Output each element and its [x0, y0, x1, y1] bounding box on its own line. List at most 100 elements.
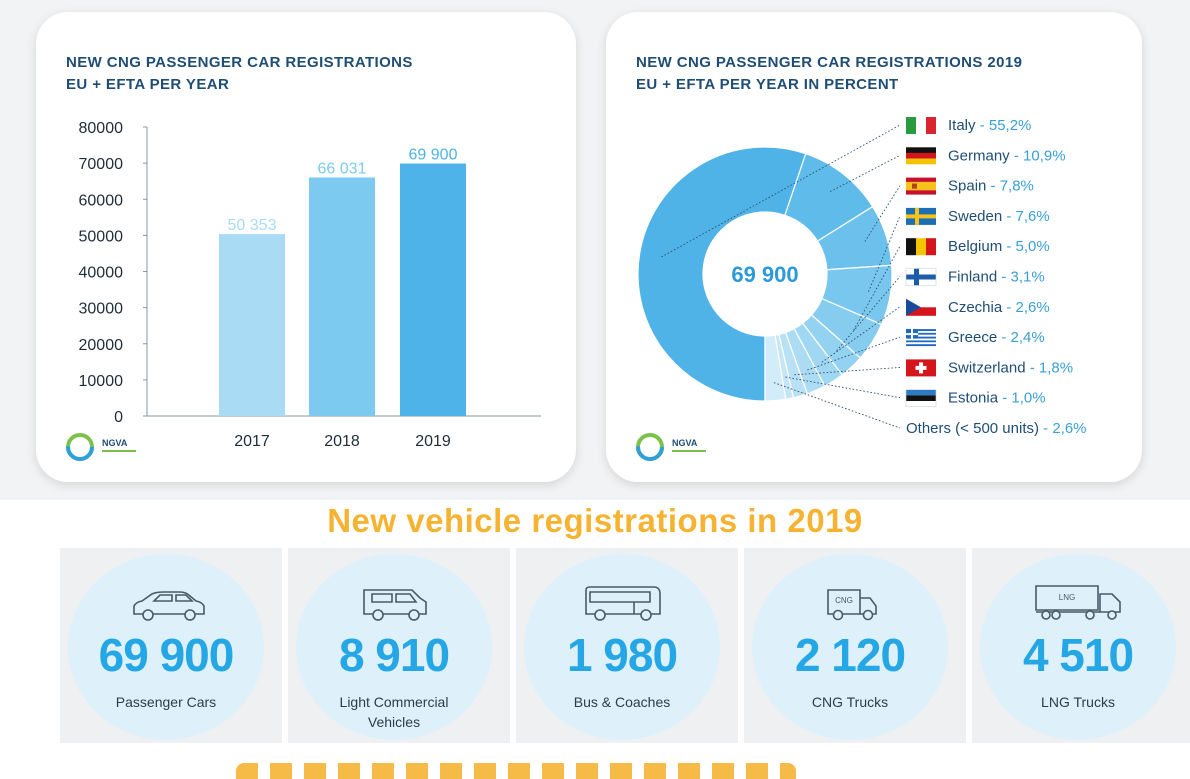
y-tick-label: 10000 [79, 373, 124, 390]
bar-value-label: 50 353 [228, 217, 277, 234]
legend-percent: - 2,4% [997, 329, 1045, 346]
y-tick-label: 40000 [79, 265, 124, 282]
bar-value-label: 69 900 [409, 146, 458, 163]
leader-line [853, 245, 901, 331]
czechia-flag [906, 298, 936, 316]
legend-percent: - 7,6% [1002, 208, 1050, 225]
tile-number: 4 510 [1022, 629, 1134, 681]
section-headline: New vehicle registrations in 2019 [327, 502, 863, 539]
tile-number: 1 980 [566, 629, 678, 681]
cng-truck-icon: CNG [827, 589, 877, 621]
legend-entry: Finland - 3,1% [948, 269, 1045, 286]
donut-chart-title-line2: EU + EFTA PER YEAR IN PERCENT [636, 76, 899, 93]
bar-value-label: 66 031 [318, 160, 367, 177]
legend-percent: - 10,9% [1010, 147, 1066, 164]
leader-line [785, 376, 901, 399]
legend-country: Estonia [948, 390, 999, 407]
ngva-logo-right: NGVA [636, 433, 706, 461]
tile-label: Light Commercial Vehicles [339, 694, 449, 730]
bar-chart-title: NEW CNG PASSENGER CAR REGISTRATIONS EU +… [66, 52, 413, 96]
donut-chart-title-line1: NEW CNG PASSENGER CAR REGISTRATIONS 2019 [636, 54, 1023, 71]
tile-disc: 69 900 Passenger Cars [68, 554, 264, 740]
legend-entry: Others (< 500 units) - 2,6% [906, 420, 1087, 437]
legend-country: Finland [948, 269, 997, 286]
finland-flag [905, 268, 937, 286]
legend-percent: - 1,0% [998, 390, 1046, 407]
legend-percent: - 1,8% [1026, 359, 1074, 376]
legend-entry: Belgium - 5,0% [948, 238, 1050, 255]
legend-percent: - 2,6% [1039, 420, 1087, 437]
leader-line [773, 382, 901, 429]
bar-chart: 0 10000 20000 30000 40000 50000 60000 70000 8000… [79, 120, 541, 450]
tile-label: Passenger Cars [115, 694, 217, 710]
tile-disc: 8 910 Light Commercial Vehicles [296, 554, 492, 740]
switzerland-flag [906, 359, 936, 377]
vehicle-tiles: 69 900 Passenger Cars 8 910 Light Commer… [0, 548, 1190, 743]
bar-chart-title-line1: NEW CNG PASSENGER CAR REGISTRATIONS [66, 54, 413, 71]
y-tick-label: 60000 [79, 192, 124, 209]
legend-entry: Greece - 2,4% [948, 329, 1045, 346]
legend-country: Italy [948, 117, 976, 134]
donut-chart-card: NEW CNG PASSENGER CAR REGISTRATIONS 2019… [606, 12, 1142, 482]
y-tick-label: 0 [114, 409, 123, 426]
legend-entry: Czechia - 2,6% [948, 299, 1050, 316]
legend-country: Greece [948, 329, 997, 346]
bar-2018 [309, 177, 375, 416]
x-tick-label: 2018 [324, 433, 360, 450]
legend-country: Germany [948, 147, 1010, 164]
tile-label: CNG Trucks [811, 694, 889, 710]
y-tick-label: 30000 [79, 301, 124, 318]
leader-line [821, 306, 901, 363]
lng-truck-icon: LNG [1035, 585, 1121, 620]
legend-percent: - 5,0% [1002, 238, 1050, 255]
y-tick-label: 20000 [79, 337, 124, 354]
germany-flag [906, 147, 936, 165]
y-tick-label: 80000 [79, 120, 124, 137]
x-tick-label: 2019 [415, 433, 451, 450]
tile-number: 2 120 [794, 629, 906, 681]
spain-flag [906, 177, 936, 195]
donut-center-label: 69 900 [731, 262, 798, 287]
legend-percent: - 2,6% [1002, 299, 1050, 316]
legend-entry: Germany - 10,9% [948, 147, 1066, 164]
tile-disc: LNG 4 510 LNG Trucks [980, 554, 1176, 740]
legend-entry: Switzerland - 1,8% [948, 359, 1073, 376]
legend-country: Others (< 500 units) [906, 420, 1039, 437]
bar-2017 [219, 234, 285, 416]
legend-entry: Italy - 55,2% [948, 117, 1031, 134]
y-tick-label: 50000 [79, 228, 124, 245]
leader-line [868, 215, 901, 292]
tile-disc: CNG 2 120 CNG Trucks [752, 554, 948, 740]
legend-country: Belgium [948, 238, 1002, 255]
legend-percent: - 3,1% [997, 269, 1045, 286]
legend-entry: Spain - 7,8% [948, 178, 1034, 195]
leader-line [661, 124, 901, 258]
legend-percent: - 55,2% [976, 117, 1032, 134]
tile-bus-coaches: 1 980 Bus & Coaches [516, 548, 738, 743]
tile-passenger-cars: 69 900 Passenger Cars [60, 548, 282, 743]
cropped-next-heading [0, 763, 1190, 779]
legend-country: Czechia [948, 299, 1003, 316]
lng-badge: LNG [1059, 593, 1075, 602]
leader-line [829, 154, 901, 193]
tile-light-commercial: 8 910 Light Commercial Vehicles [288, 548, 510, 743]
tile-label: LNG Trucks [1041, 694, 1115, 710]
bar-2019 [400, 163, 466, 416]
italy-flag [906, 117, 936, 134]
legend-country: Sweden [948, 208, 1002, 225]
legend-entry: Estonia - 1,0% [948, 390, 1046, 407]
cng-badge: CNG [835, 596, 853, 605]
tile-cng-trucks: CNG 2 120 CNG Trucks [744, 548, 966, 743]
leader-line [864, 185, 901, 242]
donut-slice-italy [637, 146, 807, 402]
bar-chart-card: NEW CNG PASSENGER CAR REGISTRATIONS EU +… [36, 12, 576, 482]
car-icon [133, 591, 205, 621]
legend-percent: - 7,8% [986, 178, 1034, 195]
bus-icon [585, 586, 661, 621]
tile-lng-trucks: LNG 4 510 LNG Trucks [972, 548, 1190, 743]
belgium-flag [906, 238, 936, 256]
estonia-flag [905, 389, 937, 408]
sweden-flag [906, 207, 936, 225]
donut-slice-others [764, 334, 787, 402]
y-tick-label: 70000 [79, 156, 124, 173]
